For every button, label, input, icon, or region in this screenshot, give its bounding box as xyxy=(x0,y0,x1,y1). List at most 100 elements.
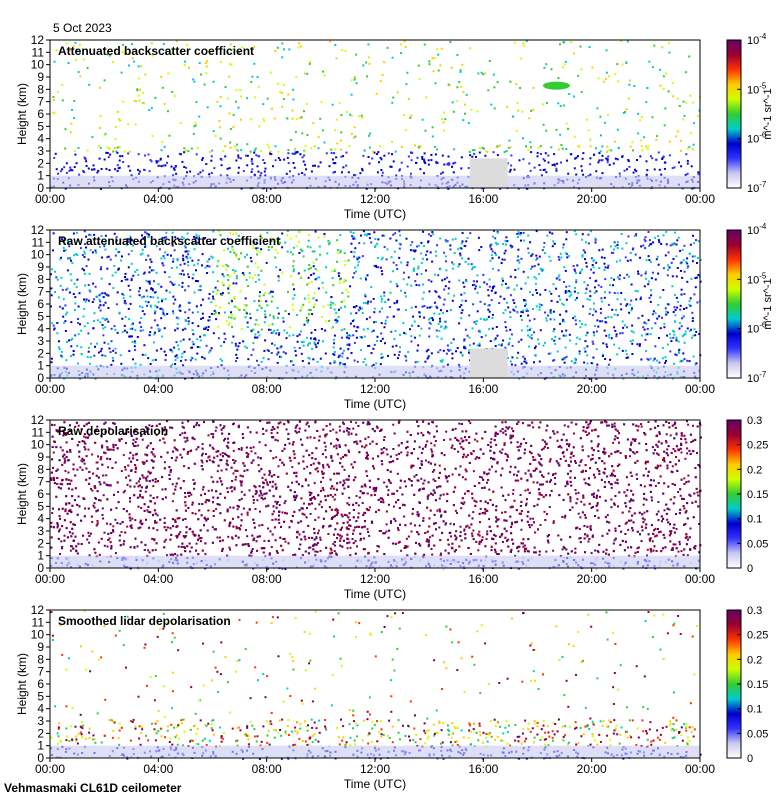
heatmap-cell xyxy=(553,163,556,166)
heatmap-cell xyxy=(399,346,401,349)
heatmap-cell xyxy=(538,306,541,308)
heatmap-cell xyxy=(528,345,531,348)
heatmap-cell xyxy=(525,187,528,190)
heatmap-cell xyxy=(400,146,403,148)
heatmap-cell xyxy=(287,313,290,315)
heatmap-cell xyxy=(296,340,299,343)
heatmap-cell xyxy=(678,161,680,164)
heatmap-cell xyxy=(436,148,439,151)
heatmap-cell xyxy=(320,101,323,104)
heatmap-cell xyxy=(175,316,178,319)
heatmap-cell xyxy=(379,80,382,83)
heatmap-cell xyxy=(184,327,187,330)
heatmap-cell xyxy=(637,132,640,135)
heatmap-cell xyxy=(559,322,562,325)
heatmap-cell xyxy=(513,168,516,171)
heatmap-cell xyxy=(137,94,140,97)
heatmap-cell xyxy=(325,320,328,323)
heatmap-cell xyxy=(163,102,166,105)
heatmap-cell xyxy=(321,281,324,284)
heatmap-cell xyxy=(137,290,140,293)
heatmap-cell xyxy=(177,344,180,347)
heatmap-cell xyxy=(439,237,442,240)
heatmap-cell xyxy=(529,327,532,330)
heatmap-cell xyxy=(610,149,613,152)
heatmap-cell xyxy=(491,250,494,253)
heatmap-cell xyxy=(69,273,72,276)
heatmap-cell xyxy=(135,100,137,102)
heatmap-cell xyxy=(114,168,117,171)
heatmap-cell xyxy=(200,317,203,320)
heatmap-cell xyxy=(426,258,429,261)
heatmap-cell xyxy=(506,287,509,290)
heatmap-cell xyxy=(623,324,626,327)
heatmap-cell xyxy=(342,349,345,352)
heatmap-cell xyxy=(341,292,344,294)
heatmap-cell xyxy=(86,149,89,152)
heatmap-cell xyxy=(625,60,628,63)
heatmap-cell xyxy=(662,156,665,158)
heatmap-cell xyxy=(206,106,209,109)
heatmap-cell xyxy=(303,323,306,326)
heatmap-cell xyxy=(289,251,292,254)
heatmap-cell xyxy=(688,252,691,255)
heatmap-cell xyxy=(667,303,670,306)
heatmap-cell xyxy=(168,187,171,190)
heatmap-cell xyxy=(650,289,652,292)
heatmap-cell xyxy=(255,154,258,157)
heatmap-cell xyxy=(468,150,471,153)
heatmap-cell xyxy=(124,278,127,281)
heatmap-cell xyxy=(459,71,462,73)
heatmap-cell xyxy=(393,250,396,253)
heatmap-cell xyxy=(597,284,600,287)
x-tick-label: 00:00 xyxy=(35,192,65,206)
heatmap-cell xyxy=(316,277,319,280)
heatmap-cell xyxy=(439,317,441,320)
heatmap-cell xyxy=(164,354,167,357)
heatmap-cell xyxy=(417,344,420,347)
heatmap-cell xyxy=(328,241,331,244)
heatmap-cell xyxy=(152,296,155,299)
heatmap-cell xyxy=(253,151,256,154)
heatmap-cell xyxy=(165,236,168,239)
heatmap-cell xyxy=(693,122,696,125)
heatmap-cell xyxy=(112,359,115,362)
heatmap-cell xyxy=(663,167,666,170)
heatmap-cell xyxy=(508,139,511,142)
heatmap-cell xyxy=(586,298,589,301)
heatmap-cell xyxy=(622,326,625,329)
heatmap-cell xyxy=(586,331,589,334)
heatmap-cell xyxy=(516,233,519,235)
heatmap-cell xyxy=(376,153,379,155)
heatmap-cell xyxy=(352,136,355,139)
heatmap-cell xyxy=(129,169,132,172)
heatmap-cell xyxy=(662,87,665,90)
heatmap-cell xyxy=(99,350,102,353)
heatmap-cell xyxy=(496,154,499,157)
heatmap-cell xyxy=(162,239,165,242)
heatmap-cell xyxy=(116,331,119,334)
heatmap-cell xyxy=(204,266,207,269)
heatmap-cell xyxy=(103,79,106,82)
heatmap-cell xyxy=(575,281,578,284)
heatmap-cell xyxy=(693,242,695,245)
heatmap-cell xyxy=(662,289,665,291)
heatmap-cell xyxy=(262,103,265,106)
heatmap-cell xyxy=(322,286,325,289)
heatmap-cell xyxy=(532,86,535,89)
heatmap-cell xyxy=(327,239,330,242)
heatmap-cell xyxy=(314,164,316,167)
heatmap-cell xyxy=(129,327,132,330)
heatmap-cell xyxy=(675,354,678,357)
heatmap-cell xyxy=(91,136,94,139)
heatmap-cell xyxy=(647,283,650,286)
heatmap-cell xyxy=(518,159,521,162)
heatmap-cell xyxy=(652,359,655,362)
heatmap-cell xyxy=(627,159,630,161)
heatmap-cell xyxy=(274,159,277,162)
heatmap-cell xyxy=(113,325,116,328)
heatmap-cell xyxy=(139,240,142,243)
heatmap-cell xyxy=(665,313,668,316)
heatmap-cell xyxy=(60,256,62,259)
heatmap-cell xyxy=(671,167,674,170)
